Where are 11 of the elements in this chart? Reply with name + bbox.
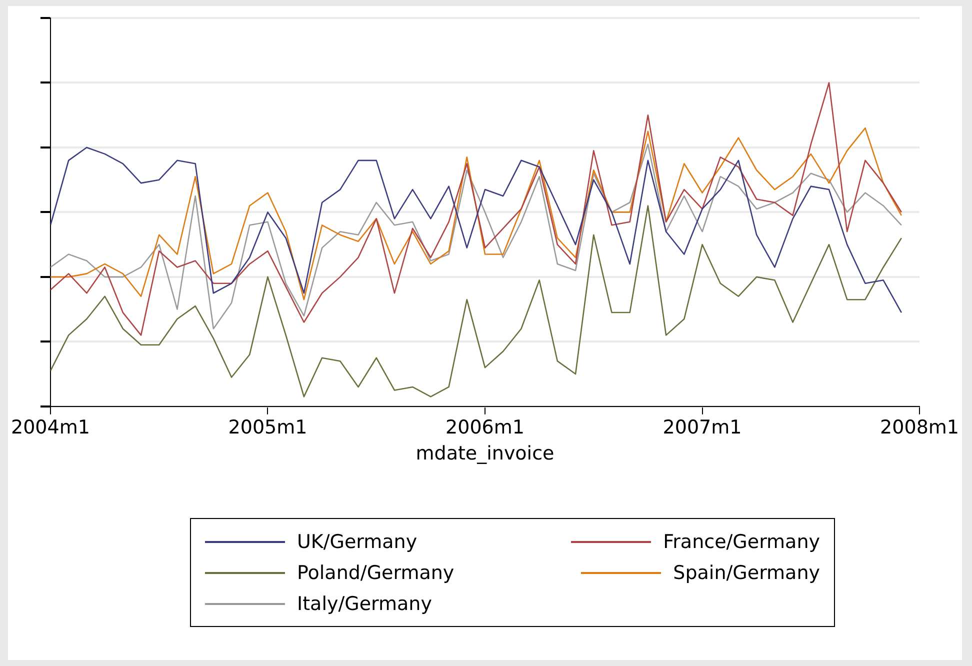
legend-label: Poland/Germany (297, 562, 454, 584)
legend-label: UK/Germany (297, 530, 418, 552)
x-tick-label: 2006m1 (446, 416, 524, 439)
legend-label: Spain/Germany (673, 562, 820, 584)
legend-label: Italy/Germany (297, 592, 432, 614)
x-tick-label: 2008m1 (880, 416, 959, 439)
x-tick-label: 2005m1 (228, 416, 308, 439)
x-tick-label: 2007m1 (662, 416, 742, 439)
legend-label: France/Germany (663, 530, 820, 552)
x-axis-title: mdate_invoice (416, 442, 554, 465)
x-tick-label: 2004m1 (11, 416, 90, 439)
